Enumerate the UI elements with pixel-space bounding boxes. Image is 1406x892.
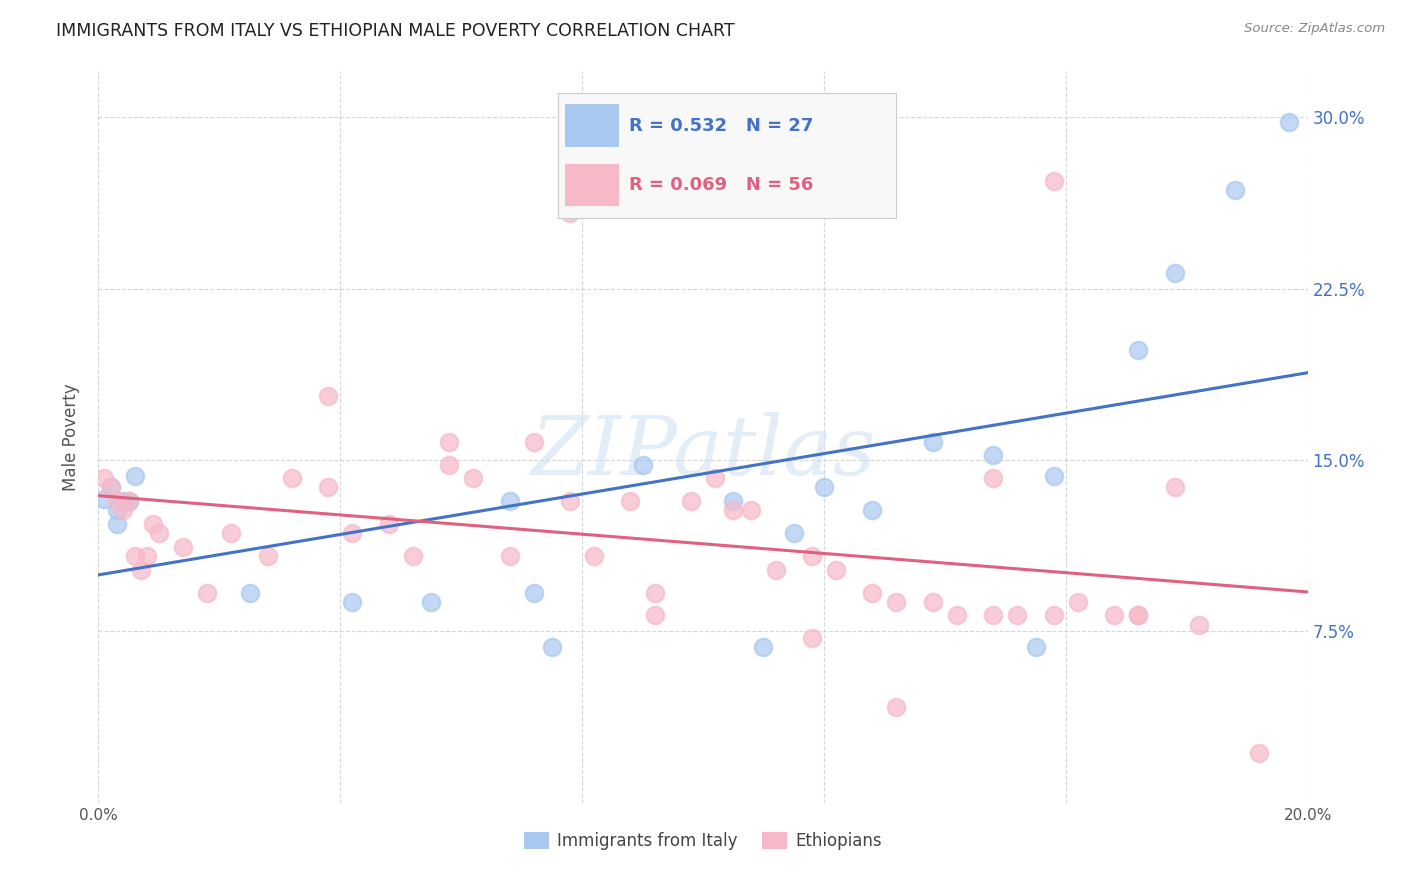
Point: [921, 434, 943, 449]
Point: [740, 503, 762, 517]
Point: [523, 585, 546, 599]
Point: [129, 563, 152, 577]
Point: [105, 503, 128, 517]
Point: [583, 549, 606, 563]
Point: [631, 458, 654, 472]
Text: Source: ZipAtlas.com: Source: ZipAtlas.com: [1244, 22, 1385, 36]
Point: [463, 471, 485, 485]
Point: [118, 494, 141, 508]
Point: [342, 595, 364, 609]
Point: [723, 503, 745, 517]
Point: [1102, 608, 1125, 623]
Point: [523, 434, 546, 449]
Point: [1042, 469, 1064, 483]
Point: [981, 449, 1004, 463]
Point: [111, 503, 134, 517]
Point: [437, 434, 460, 449]
Point: [921, 595, 943, 609]
Point: [93, 491, 115, 506]
Point: [100, 480, 122, 494]
Point: [111, 494, 134, 508]
Point: [281, 471, 304, 485]
Point: [800, 632, 823, 646]
Point: [172, 540, 194, 554]
Point: [105, 494, 128, 508]
Point: [886, 595, 908, 609]
Point: [704, 471, 727, 485]
Point: [1188, 617, 1211, 632]
Point: [1042, 174, 1064, 188]
Point: [860, 585, 883, 599]
Point: [118, 494, 141, 508]
Point: [1163, 480, 1185, 494]
Legend: Immigrants from Italy, Ethiopians: Immigrants from Italy, Ethiopians: [517, 825, 889, 856]
Point: [105, 516, 128, 531]
Point: [142, 516, 165, 531]
Point: [981, 608, 1004, 623]
Point: [540, 640, 562, 655]
Text: IMMIGRANTS FROM ITALY VS ETHIOPIAN MALE POVERTY CORRELATION CHART: IMMIGRANTS FROM ITALY VS ETHIOPIAN MALE …: [56, 22, 735, 40]
Point: [148, 526, 170, 541]
Point: [316, 389, 339, 403]
Point: [1128, 343, 1150, 358]
Point: [723, 494, 745, 508]
Point: [124, 469, 146, 483]
Point: [221, 526, 243, 541]
Point: [1042, 608, 1064, 623]
Point: [1128, 608, 1150, 623]
Point: [1249, 746, 1271, 760]
Text: ZIPatlas: ZIPatlas: [530, 412, 876, 491]
Point: [100, 480, 122, 494]
Point: [498, 549, 520, 563]
Point: [420, 595, 443, 609]
Point: [558, 494, 581, 508]
Point: [1007, 608, 1029, 623]
Point: [1067, 595, 1090, 609]
Point: [239, 585, 262, 599]
Point: [619, 494, 641, 508]
Point: [93, 471, 115, 485]
Point: [124, 549, 146, 563]
Point: [1024, 640, 1046, 655]
Point: [558, 206, 581, 220]
Point: [981, 471, 1004, 485]
Point: [498, 494, 520, 508]
Point: [1278, 114, 1301, 128]
Point: [342, 526, 364, 541]
Point: [946, 608, 969, 623]
Y-axis label: Male Poverty: Male Poverty: [62, 384, 80, 491]
Point: [377, 516, 399, 531]
Point: [1128, 608, 1150, 623]
Point: [195, 585, 218, 599]
Point: [1223, 183, 1246, 197]
Point: [437, 458, 460, 472]
Point: [644, 585, 666, 599]
Point: [813, 480, 835, 494]
Point: [256, 549, 278, 563]
Point: [1163, 266, 1185, 280]
Point: [644, 608, 666, 623]
Point: [135, 549, 157, 563]
Point: [402, 549, 425, 563]
Point: [825, 563, 848, 577]
Point: [765, 563, 787, 577]
Point: [800, 549, 823, 563]
Point: [752, 640, 775, 655]
Point: [860, 503, 883, 517]
Point: [783, 526, 806, 541]
Point: [886, 699, 908, 714]
Point: [316, 480, 339, 494]
Point: [679, 494, 702, 508]
